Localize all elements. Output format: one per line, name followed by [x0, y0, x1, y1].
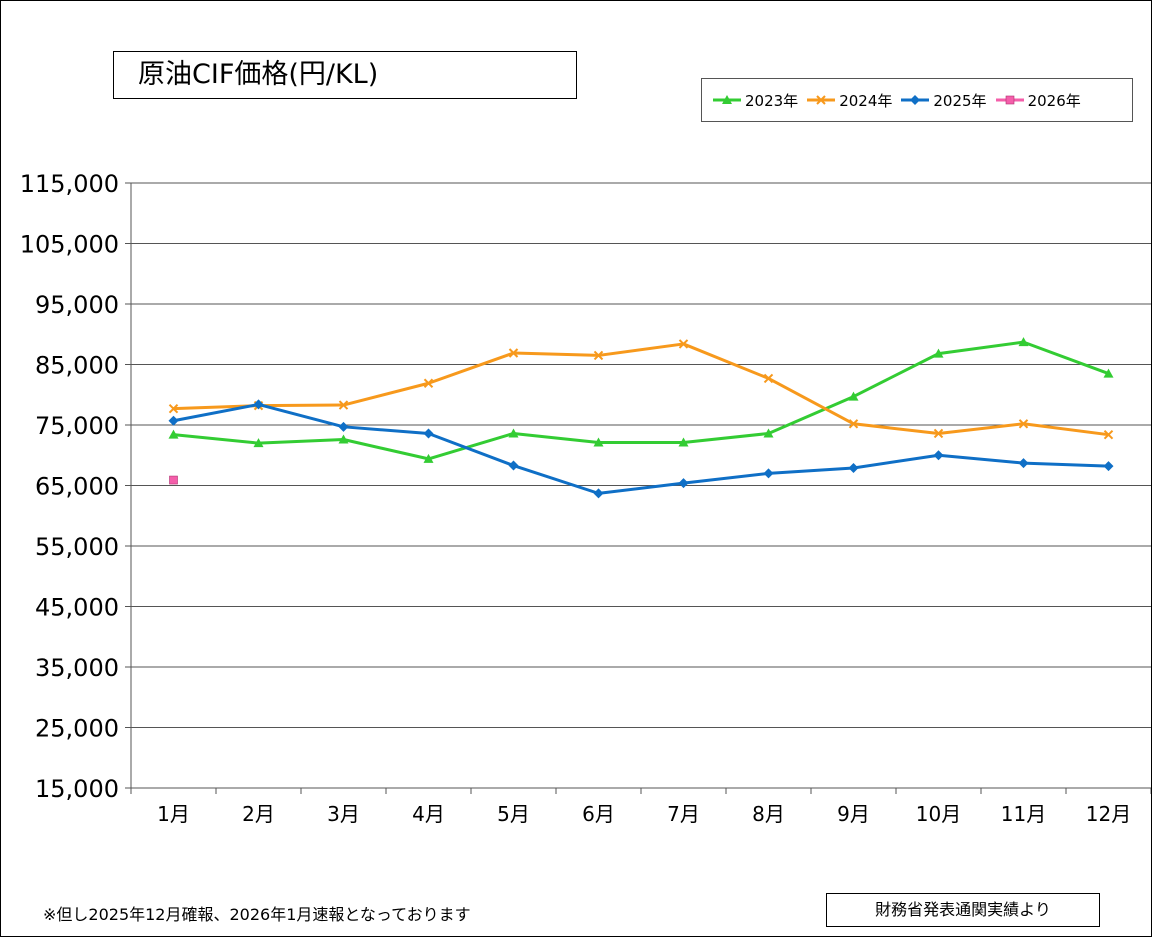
data-point	[678, 339, 689, 349]
y-tick-labels: 15,000 25,000 35,000 45,000 55,000 65,000 75,0…	[20, 170, 119, 803]
data-point	[508, 428, 519, 438]
y-tick-label: 55,000	[35, 533, 119, 561]
series-2026年	[169, 475, 178, 485]
legend-label: 2023年	[745, 91, 799, 110]
data-point	[848, 419, 859, 429]
legend-entry: 2023年	[712, 90, 798, 111]
data-point	[848, 462, 859, 473]
y-tick-label: 35,000	[35, 654, 119, 682]
legend-swatch	[807, 95, 836, 105]
chart-title: 原油CIF価格(円/KL)	[113, 51, 577, 99]
legend-marker	[816, 95, 826, 105]
data-point	[168, 415, 179, 426]
series-2023年	[168, 337, 1114, 463]
data-point	[253, 399, 264, 410]
y-tick-label: 65,000	[35, 473, 119, 501]
legend-label: 2025年	[933, 91, 987, 110]
series-line	[173, 342, 1109, 437]
legend-swatch	[995, 95, 1024, 105]
data-point	[933, 450, 944, 461]
y-tick-label: 15,000	[35, 775, 119, 803]
data-point	[1103, 461, 1114, 472]
data-point	[678, 478, 689, 489]
data-point	[1018, 337, 1029, 347]
legend-entry: 2024年	[806, 90, 892, 111]
x-tick-labels: 1月 2月 3月 4月 5月 6月 7月 8月 9月 10月 11月 12月	[157, 802, 1131, 826]
data-point	[933, 348, 944, 358]
x-tick-label: 12月	[1086, 802, 1131, 826]
data-point	[678, 437, 689, 447]
data-point	[1018, 458, 1029, 469]
data-point	[1103, 429, 1114, 440]
series-line	[173, 340, 1110, 461]
legend-marker	[1005, 95, 1014, 105]
data-point	[168, 403, 179, 414]
x-tick-label: 10月	[916, 802, 961, 826]
data-point	[763, 428, 774, 438]
x-tick-label: 5月	[497, 802, 530, 826]
x-tick-label: 9月	[837, 802, 870, 826]
data-point	[593, 437, 604, 447]
legend: 2023年 2024年 2025年 2026年	[701, 78, 1133, 122]
data-point	[253, 438, 264, 448]
data-point	[423, 378, 434, 388]
data-point	[933, 428, 944, 439]
data-point	[423, 428, 434, 439]
y-tick-label: 95,000	[35, 291, 119, 319]
data-point	[169, 475, 178, 485]
axes	[125, 182, 1151, 794]
x-tick-label: 11月	[1001, 802, 1046, 826]
x-tick-label: 1月	[157, 802, 190, 826]
y-tick-label: 75,000	[35, 412, 119, 440]
legend-swatch	[901, 95, 930, 105]
data-point	[338, 400, 349, 410]
series-line	[173, 402, 1109, 495]
legend-entry: 2026年	[995, 90, 1081, 111]
legend-label: 2026年	[1027, 91, 1081, 110]
series-2025年	[168, 399, 1114, 499]
x-tick-label: 6月	[582, 802, 615, 826]
data-point	[338, 434, 349, 444]
legend-swatch	[713, 95, 741, 104]
legend-marker	[722, 95, 732, 104]
data-point	[763, 468, 774, 479]
x-tick-label: 4月	[412, 802, 445, 826]
source-label: 財務省発表通関実績より	[826, 893, 1100, 927]
y-tick-label: 105,000	[20, 231, 119, 259]
data-point	[593, 350, 604, 361]
gridlines	[131, 182, 1151, 728]
footnote: ※但し2025年12月確報、2026年1月速報となっております	[43, 905, 471, 924]
x-tick-label: 7月	[667, 802, 700, 826]
y-tick-label: 115,000	[20, 170, 119, 198]
x-tick-label: 2月	[242, 802, 275, 826]
data-point	[338, 421, 349, 432]
legend-label: 2024年	[839, 91, 893, 110]
data-point	[168, 429, 179, 439]
data-point	[508, 460, 519, 471]
legend-marker	[910, 95, 921, 105]
y-tick-label: 85,000	[35, 352, 119, 380]
y-tick-label: 45,000	[35, 594, 119, 622]
data-point	[593, 488, 604, 499]
data-point	[763, 373, 774, 384]
series-2024年	[168, 339, 1114, 440]
y-tick-label: 25,000	[35, 715, 119, 743]
data-point	[423, 453, 434, 463]
data-point	[508, 348, 519, 358]
data-point	[1103, 368, 1114, 378]
series-lines	[168, 337, 1114, 499]
x-tick-label: 3月	[327, 802, 360, 826]
legend-entry: 2025年	[900, 90, 987, 111]
data-point	[1018, 419, 1029, 429]
x-tick-label: 8月	[752, 802, 785, 826]
data-point	[848, 391, 859, 401]
